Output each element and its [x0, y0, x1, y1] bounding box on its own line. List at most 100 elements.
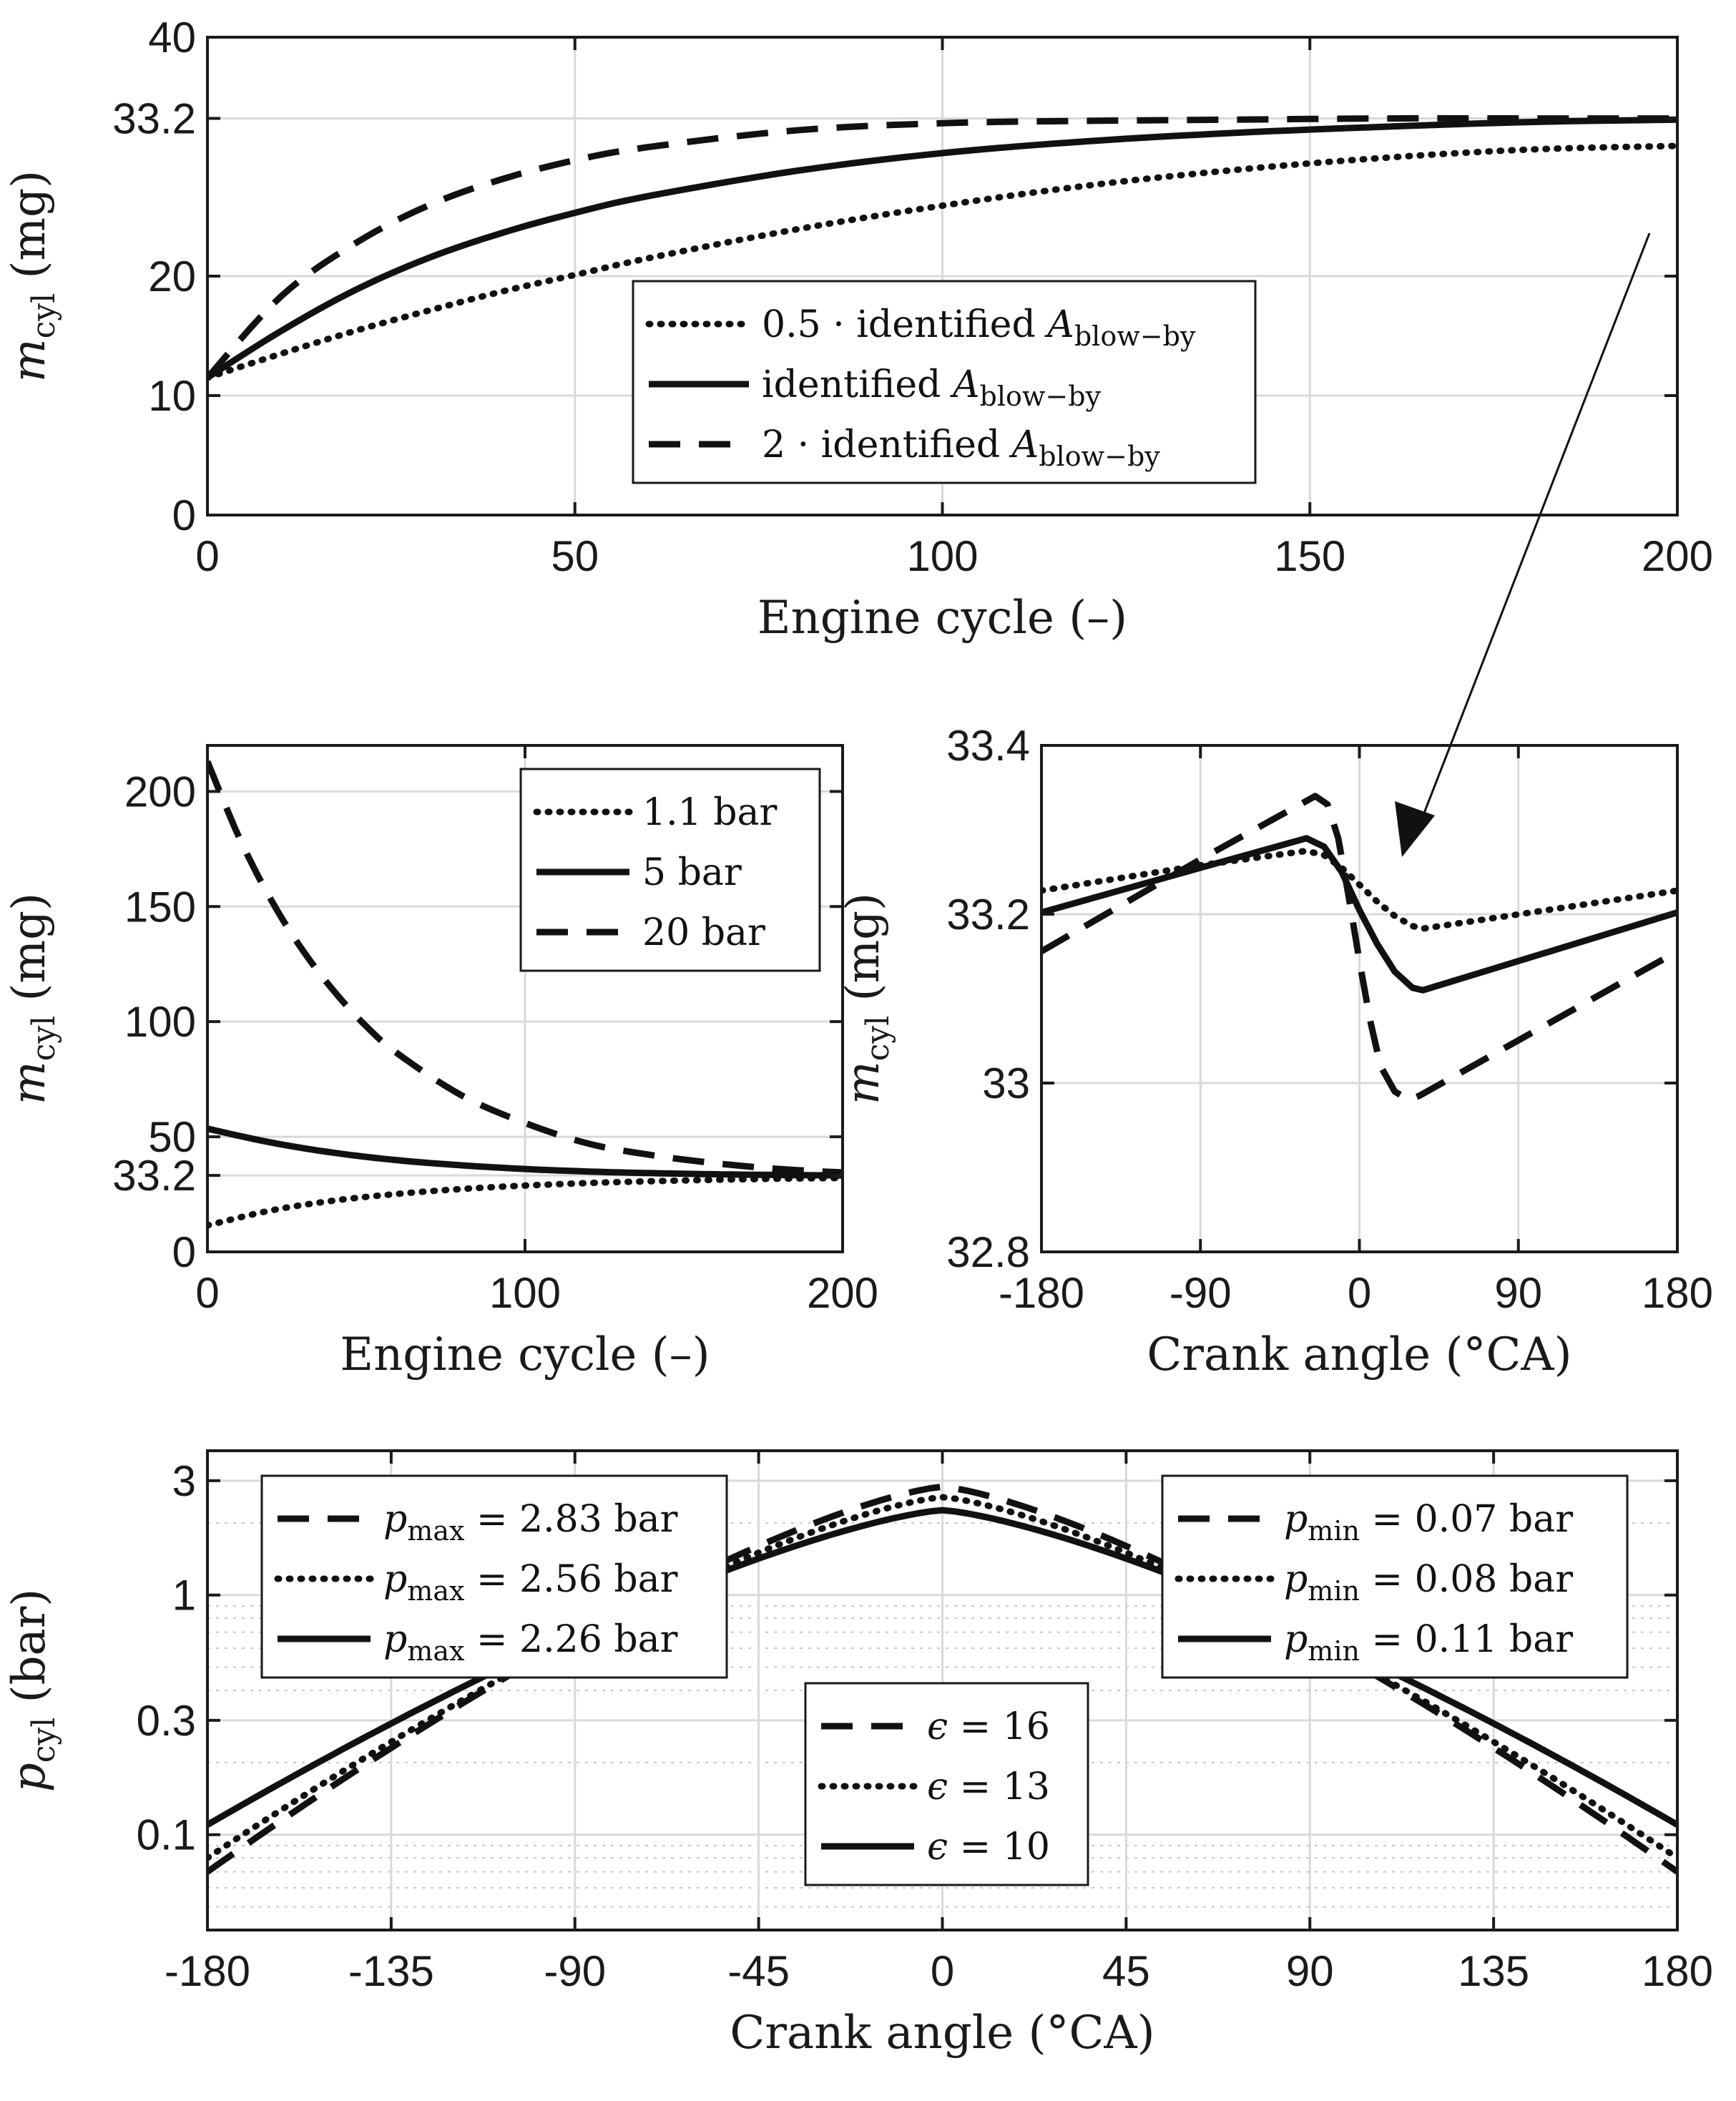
- zoom-arrow-annotation: [1395, 232, 1651, 857]
- x-tick-label: 90: [1286, 1947, 1334, 1995]
- x-tick-label: -180: [999, 1269, 1084, 1317]
- legend-symbol: A: [1044, 303, 1074, 346]
- bot-legend-pmin-label: pmin = 0.08 bar: [1284, 1558, 1573, 1607]
- x-tick-label: 150: [1274, 532, 1345, 580]
- x-tick-label: -90: [544, 1947, 606, 1995]
- ml-legend-label: 20 bar: [642, 911, 765, 954]
- legend-text: 1.1 bar: [642, 791, 778, 834]
- top-legend-label: 0.5 · identified Ablow−by: [762, 303, 1196, 352]
- panel-bottom-pcyl: -180 -135 -90 -45 0 45 90 135 180 0.1 0.3 1 3 Crank a…: [3, 1449, 1713, 2060]
- x-tick-label: 45: [1102, 1947, 1150, 1995]
- series-line-dotted: [207, 1175, 843, 1229]
- arrow-head: [1395, 801, 1435, 857]
- legend-symbol: p: [1284, 1498, 1308, 1541]
- y-axis-label-symbol: m: [3, 1061, 56, 1105]
- x-tick-label: -180: [165, 1947, 250, 1995]
- y-axis-label-subscript: cyl: [26, 293, 62, 339]
- bot-legend-pmax-label: pmax = 2.83 bar: [383, 1498, 678, 1547]
- top-legend-label: 2 · identified Ablow−by: [762, 423, 1160, 472]
- legend-subscript: min: [1308, 1635, 1360, 1667]
- y-axis-label-symbol: m: [837, 1061, 890, 1105]
- y-axis-label-unit: (bar): [3, 1589, 56, 1718]
- legend-subscript: min: [1308, 1515, 1360, 1547]
- x-tick-label: 200: [807, 1269, 878, 1317]
- legend-text: = 0.07 bar: [1360, 1498, 1573, 1541]
- legend-symbol: ϵ: [927, 1705, 948, 1748]
- legend-symbol: p: [383, 1498, 407, 1541]
- legend-symbol: A: [950, 363, 980, 406]
- y-tick-label: 10: [148, 372, 196, 420]
- y-tick-label: 0: [172, 1228, 196, 1276]
- legend-text: = 10: [948, 1826, 1050, 1869]
- x-axis-label: Crank angle (°CA): [730, 2007, 1154, 2060]
- panel-middle-right-zoom: -180 -90 0 90 180 32.8 33 33.2 33.4 Crank angle (…: [837, 722, 1713, 1381]
- x-tick-label: -90: [1169, 1269, 1232, 1317]
- x-tick-label: 0: [931, 1947, 954, 1995]
- legend-text: = 2.83 bar: [464, 1498, 677, 1541]
- legend-symbol: ϵ: [927, 1765, 948, 1808]
- y-tick-label: 50: [148, 1113, 196, 1161]
- x-tick-label: 180: [1642, 1947, 1713, 1995]
- bot-legend-pmin-label: pmin = 0.07 bar: [1284, 1498, 1573, 1547]
- legend-symbol: ϵ: [927, 1826, 948, 1869]
- x-axis-label: Engine cycle (–): [757, 592, 1127, 645]
- legend-text: = 13: [948, 1765, 1050, 1808]
- y-tick-label: 33: [982, 1059, 1030, 1107]
- y-tick-label: 20: [148, 253, 196, 300]
- legend-text: 0.5 · identified: [762, 303, 1047, 346]
- y-axis-label: mcyl (mg): [837, 893, 896, 1105]
- legend-subscript: blow−by: [1074, 320, 1196, 352]
- bot-legend-pmin-box: [1161, 1474, 1629, 1679]
- x-tick-label: 200: [1642, 532, 1713, 580]
- bot-legend-pmax-label: pmax = 2.56 bar: [383, 1558, 678, 1607]
- x-tick-label: -135: [348, 1947, 434, 1995]
- ml-legend-label: 1.1 bar: [642, 791, 778, 834]
- y-axis-label-subscript: cyl: [26, 1718, 62, 1763]
- legend-subscript: min: [1308, 1575, 1360, 1607]
- series-line-dotted: [207, 142, 1677, 381]
- y-tick-label: 40: [148, 14, 196, 62]
- series-line-dashed: [207, 1483, 1677, 1875]
- y-tick-label: 0.1: [137, 1811, 196, 1859]
- legend-text: 20 bar: [642, 911, 765, 954]
- y-axis-label-unit: (mg): [837, 893, 890, 1016]
- x-tick-label: 50: [551, 532, 599, 580]
- bot-legend-epsilon-label: ϵ = 16: [927, 1705, 1050, 1748]
- x-tick-label: -45: [727, 1947, 790, 1995]
- x-tick-label: 100: [906, 532, 978, 580]
- y-tick-label: 0: [172, 491, 196, 539]
- legend-text: = 2.26 bar: [464, 1618, 677, 1661]
- ml-legend-label: 5 bar: [642, 851, 742, 894]
- y-tick-label: 33.2: [112, 1152, 196, 1200]
- x-tick-label: 90: [1494, 1269, 1542, 1317]
- y-axis-label-unit: (mg): [3, 893, 56, 1016]
- legend-text: = 0.11 bar: [1360, 1618, 1573, 1661]
- arrow-shaft: [1413, 232, 1651, 838]
- bot-legend-epsilon-label: ϵ = 13: [927, 1765, 1050, 1808]
- y-tick-label: 100: [124, 998, 196, 1046]
- y-axis-label-unit: (mg): [3, 170, 56, 293]
- legend-text: 5 bar: [642, 851, 742, 894]
- legend-text: 2 · identified: [762, 423, 1012, 466]
- series-line-dotted: [1041, 848, 1677, 932]
- x-tick-label: 0: [195, 532, 219, 580]
- legend-text: = 16: [948, 1705, 1050, 1748]
- legend-text: = 2.56 bar: [464, 1558, 677, 1601]
- legend-symbol: p: [1284, 1558, 1308, 1601]
- bot-legend-pmax-label: pmax = 2.26 bar: [383, 1618, 678, 1667]
- y-tick-label: 150: [124, 883, 196, 931]
- legend-subscript: max: [407, 1635, 464, 1667]
- y-axis-label: mcyl (mg): [3, 893, 62, 1105]
- series-line-solid: [207, 116, 1677, 381]
- panel-top-mcyl-vs-cycle: 0 50 100 150 200 0 10 20 33.2 40 Engine cycle (–) m…: [3, 14, 1713, 645]
- legend-symbol: p: [1284, 1618, 1308, 1661]
- y-tick-label: 32.8: [946, 1228, 1030, 1276]
- x-tick-label: 0: [1348, 1269, 1371, 1317]
- legend-symbol: p: [383, 1558, 407, 1601]
- series-line-solid: [207, 1125, 843, 1179]
- x-tick-label: 135: [1458, 1947, 1529, 1995]
- top-legend-box: [632, 280, 1257, 484]
- bot-legend-epsilon-box: [804, 1682, 1089, 1886]
- x-tick-label: 180: [1642, 1269, 1713, 1317]
- y-axis-label-symbol: p: [3, 1763, 56, 1792]
